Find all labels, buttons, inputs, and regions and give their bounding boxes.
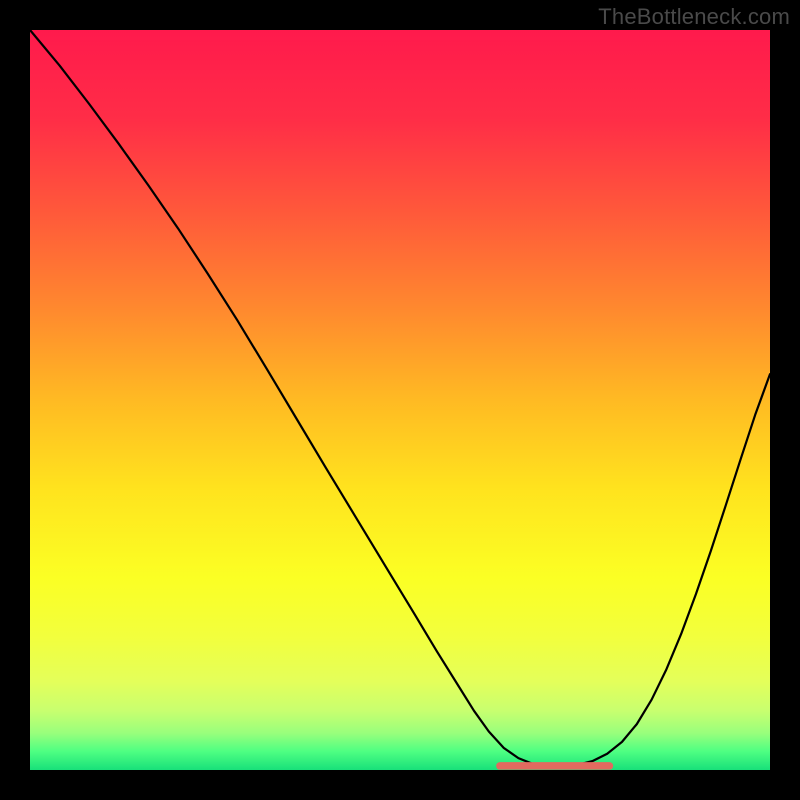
bottleneck-chart [0, 0, 800, 800]
plot-background [30, 30, 770, 770]
chart-container: TheBottleneck.com [0, 0, 800, 800]
watermark-text: TheBottleneck.com [598, 4, 790, 30]
